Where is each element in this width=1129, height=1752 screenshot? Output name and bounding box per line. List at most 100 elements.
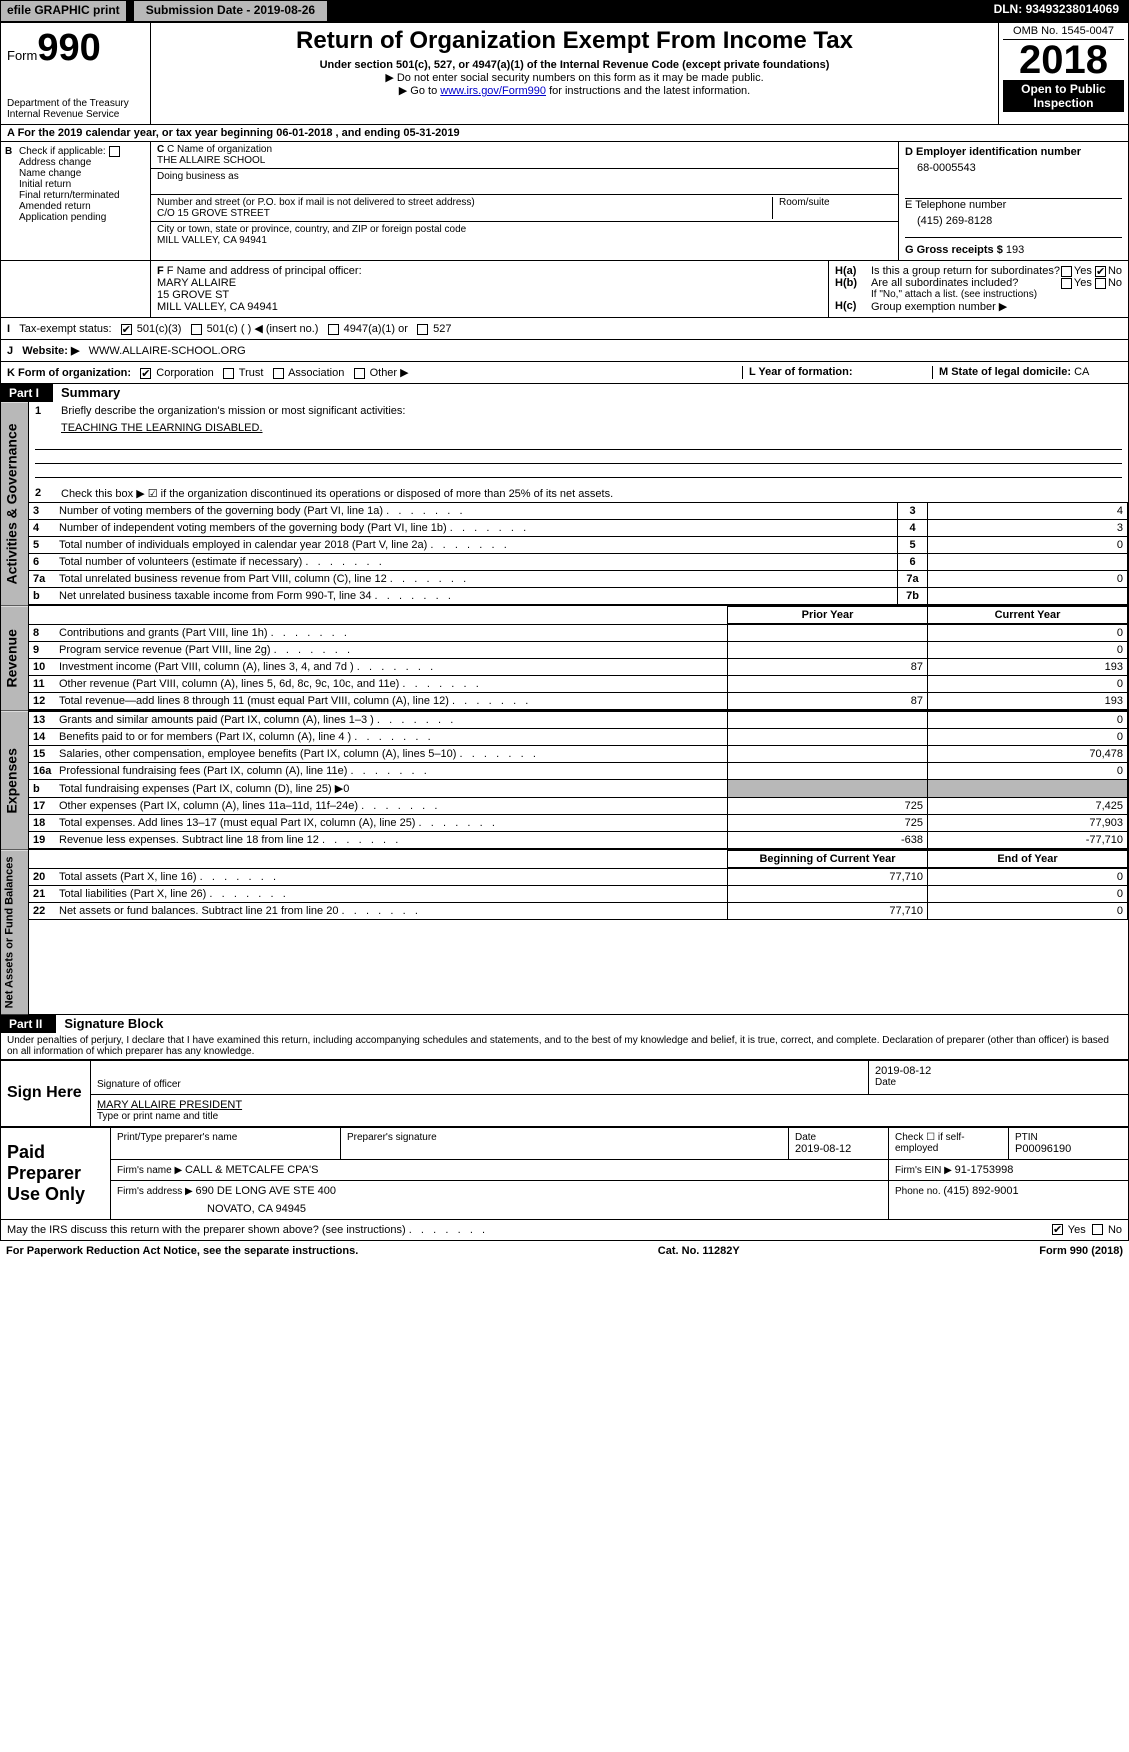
sig-date-label: Date <box>875 1077 1122 1088</box>
firm-phone-label: Phone no. <box>895 1186 943 1197</box>
state-domicile: M State of legal domicile: CA <box>932 366 1122 379</box>
submission-date-chip: Submission Date - 2019-08-26 <box>133 0 328 22</box>
year-formation: L Year of formation: <box>742 366 932 379</box>
footer-left: For Paperwork Reduction Act Notice, see … <box>6 1245 358 1257</box>
row-i-tax-status: I Tax-exempt status: 501(c)(3) 501(c) ( … <box>0 318 1129 340</box>
firm-ein-label: Firm's EIN ▶ <box>895 1165 955 1176</box>
street-label: Number and street (or P.O. box if mail i… <box>157 197 772 208</box>
end-year-hdr: End of Year <box>928 851 1128 868</box>
table-row: 3Number of voting members of the governi… <box>29 503 1128 520</box>
table-row: bTotal fundraising expenses (Part IX, co… <box>29 780 1128 798</box>
ptin-label: PTIN <box>1015 1132 1122 1143</box>
perjury-statement: Under penalties of perjury, I declare th… <box>0 1033 1129 1060</box>
check-final-return[interactable]: Final return/terminated <box>19 190 146 201</box>
gross-receipts-label: G Gross receipts $ <box>905 244 1006 256</box>
table-row: 22Net assets or fund balances. Subtract … <box>29 903 1128 920</box>
form990-link[interactable]: www.irs.gov/Form990 <box>440 85 546 97</box>
preparer-date-label: Date <box>795 1132 882 1143</box>
page-footer: For Paperwork Reduction Act Notice, see … <box>0 1241 1129 1261</box>
gross-receipts-value: 193 <box>1006 244 1024 256</box>
city-label: City or town, state or province, country… <box>157 224 892 235</box>
line-a-tax-year: A For the 2019 calendar year, or tax yea… <box>0 125 1129 142</box>
tab-revenue: Revenue <box>1 606 29 711</box>
check-address-change[interactable]: Address change <box>19 157 146 168</box>
prior-year-hdr: Prior Year <box>728 607 928 624</box>
table-row: 9Program service revenue (Part VIII, lin… <box>29 642 1128 659</box>
sig-officer-label: Signature of officer <box>97 1079 862 1090</box>
begin-year-hdr: Beginning of Current Year <box>728 851 928 868</box>
mission-text: TEACHING THE LEARNING DISABLED. <box>29 419 1128 436</box>
part-i-governance: Activities & Governance 1Briefly describ… <box>0 402 1129 606</box>
current-year-hdr: Current Year <box>928 607 1128 624</box>
h-b-label: Are all subordinates included? <box>871 277 1061 289</box>
table-row: 10Investment income (Part VIII, column (… <box>29 659 1128 676</box>
ein-value: 68-0005543 <box>905 162 1122 174</box>
table-row: 13Grants and similar amounts paid (Part … <box>29 712 1128 729</box>
tab-governance: Activities & Governance <box>1 402 29 606</box>
ein-label: D Employer identification number <box>905 146 1122 158</box>
org-name-label: C C Name of organization <box>157 144 892 155</box>
header-block-bcd: B Check if applicable: Address change Na… <box>0 142 1129 261</box>
check-initial-return[interactable]: Initial return <box>19 179 146 190</box>
sig-date: 2019-08-12 <box>875 1065 1122 1077</box>
city-value: MILL VALLEY, CA 94941 <box>157 235 892 246</box>
line2-label: Check this box ▶ ☑ if the organization d… <box>61 488 613 500</box>
topbar: efile GRAPHIC print Submission Date - 20… <box>0 0 1129 22</box>
may-irs-discuss: May the IRS discuss this return with the… <box>0 1220 1129 1241</box>
table-row: 15Salaries, other compensation, employee… <box>29 746 1128 763</box>
name-title-label: Type or print name and title <box>97 1111 1122 1122</box>
line1-label: Briefly describe the organization's miss… <box>61 405 405 417</box>
table-row: 19Revenue less expenses. Subtract line 1… <box>29 832 1128 849</box>
form-header: Form990 Department of the Treasury Inter… <box>0 22 1129 125</box>
table-row: 7aTotal unrelated business revenue from … <box>29 571 1128 588</box>
h-b-note: If "No," attach a list. (see instruction… <box>871 289 1122 300</box>
check-application-pending[interactable]: Application pending <box>19 212 146 223</box>
part-i-expenses: Expenses 13Grants and similar amounts pa… <box>0 711 1129 850</box>
row-k-form-org: K Form of organization: Corporation Trus… <box>0 362 1129 384</box>
table-row: 16aProfessional fundraising fees (Part I… <box>29 763 1128 780</box>
irs-label: Internal Revenue Service <box>7 109 144 120</box>
check-name-change[interactable]: Name change <box>19 168 146 179</box>
room-label: Room/suite <box>779 197 892 208</box>
paid-preparer-label: Paid Preparer Use Only <box>1 1127 111 1219</box>
h-c-label: Group exemption number ▶ <box>871 300 1122 313</box>
org-name: THE ALLAIRE SCHOOL <box>157 155 892 166</box>
check-amended-return[interactable]: Amended return <box>19 201 146 212</box>
firm-addr1: 690 DE LONG AVE STE 400 <box>196 1185 336 1197</box>
officer-name: MARY ALLAIRE <box>157 277 822 289</box>
dln-chip: DLN: 93493238014069 <box>984 0 1129 22</box>
part-i-header: Part ISummary <box>0 384 1129 402</box>
firm-addr2: NOVATO, CA 94945 <box>117 1197 882 1215</box>
sign-here-block: Sign Here Signature of officer 2019-08-1… <box>0 1060 1129 1127</box>
table-row: 6Total number of volunteers (estimate if… <box>29 554 1128 571</box>
table-row: 21Total liabilities (Part X, line 26) 0 <box>29 886 1128 903</box>
form-subtitle-1: Under section 501(c), 527, or 4947(a)(1)… <box>159 59 990 71</box>
form-title: Return of Organization Exempt From Incom… <box>159 27 990 55</box>
firm-addr-label: Firm's address ▶ <box>117 1186 196 1197</box>
table-row: 5Total number of individuals employed in… <box>29 537 1128 554</box>
efile-chip: efile GRAPHIC print <box>0 0 127 22</box>
telephone-label: E Telephone number <box>905 199 1122 211</box>
treasury-label: Department of the Treasury <box>7 98 144 109</box>
self-employed-check[interactable]: Check ☐ if self-employed <box>895 1132 1002 1154</box>
preparer-sig-label: Preparer's signature <box>347 1132 782 1143</box>
firm-ein: 91-1753998 <box>955 1164 1014 1176</box>
officer-addr1: 15 GROVE ST <box>157 289 822 301</box>
part-i-revenue: Revenue Prior Year Current Year 8Contrib… <box>0 606 1129 711</box>
ptin-value: P00096190 <box>1015 1143 1122 1155</box>
form-subtitle-3: ▶ Go to www.irs.gov/Form990 for instruct… <box>159 84 990 97</box>
dba-label: Doing business as <box>157 171 892 182</box>
table-row: 20Total assets (Part X, line 16) 77,7100 <box>29 869 1128 886</box>
footer-mid: Cat. No. 11282Y <box>658 1245 740 1257</box>
telephone-value: (415) 269-8128 <box>905 211 1122 227</box>
tab-expenses: Expenses <box>1 711 29 850</box>
table-row: 12Total revenue—add lines 8 through 11 (… <box>29 693 1128 710</box>
check-if-applicable-label: Check if applicable: <box>19 146 146 157</box>
table-row: 4Number of independent voting members of… <box>29 520 1128 537</box>
officer-addr2: MILL VALLEY, CA 94941 <box>157 301 822 313</box>
table-row: 11Other revenue (Part VIII, column (A), … <box>29 676 1128 693</box>
open-to-public-badge: Open to Public Inspection <box>1003 80 1124 112</box>
table-row: 17Other expenses (Part IX, column (A), l… <box>29 798 1128 815</box>
sign-here-label: Sign Here <box>1 1060 91 1126</box>
part-i-netassets: Net Assets or Fund Balances Beginning of… <box>0 850 1129 1015</box>
